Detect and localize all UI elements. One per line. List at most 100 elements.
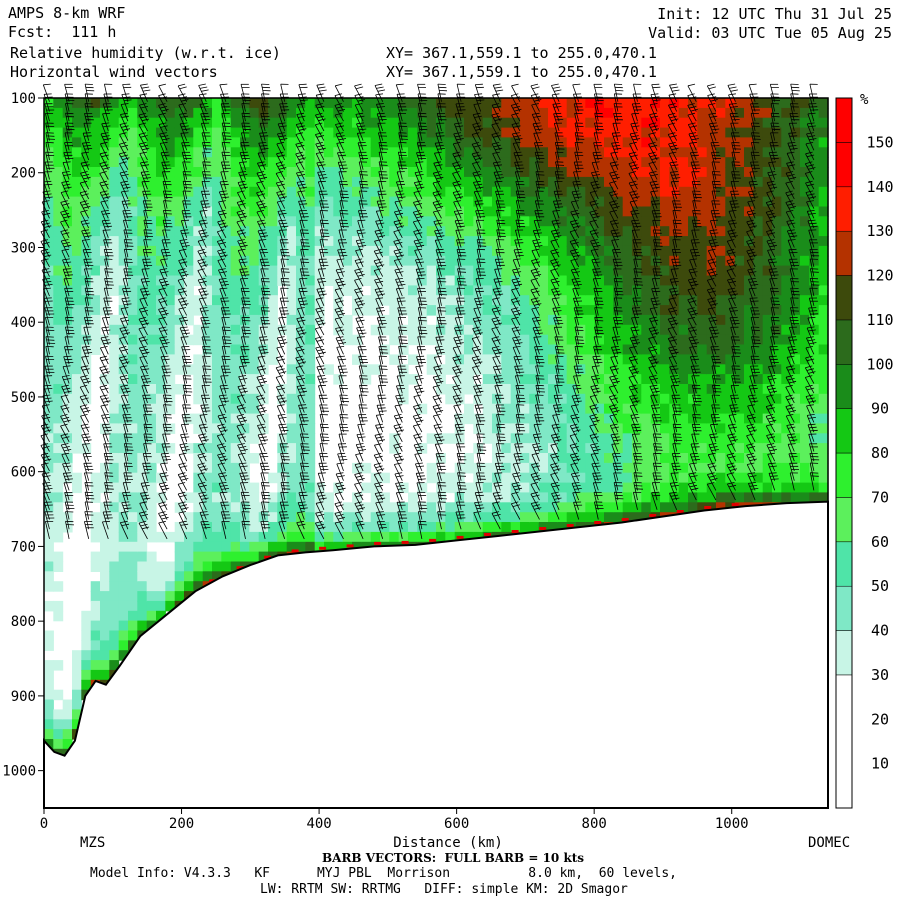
rh-cell	[678, 334, 689, 346]
rh-cell	[716, 384, 726, 395]
rh-cell	[464, 117, 474, 129]
rh-cell	[557, 502, 568, 513]
rh-cell	[482, 393, 493, 405]
rh-cell	[800, 216, 810, 227]
rh-cell	[781, 216, 792, 227]
wind-barb	[62, 268, 73, 287]
rh-cell	[212, 472, 222, 484]
wind-barb	[103, 239, 113, 258]
barb-feather	[60, 404, 68, 407]
barb-feather	[120, 180, 128, 183]
rh-cell	[408, 374, 418, 385]
rh-cell	[678, 443, 689, 454]
rh-cell	[781, 384, 792, 395]
rh-cell	[622, 374, 633, 385]
barb-shaft	[44, 307, 50, 326]
wind-barb	[45, 142, 54, 161]
rh-cell	[762, 255, 773, 267]
barb-feather	[141, 164, 150, 167]
rh-cell	[128, 403, 138, 415]
barb-shaft	[140, 289, 148, 306]
rh-cell	[137, 620, 148, 632]
rh-cell	[221, 314, 232, 326]
rh-cell	[622, 482, 633, 494]
rh-cell	[818, 206, 829, 217]
rh-cell	[697, 206, 708, 217]
rh-cell	[660, 196, 670, 208]
rh-cell	[109, 423, 120, 434]
rh-cell	[408, 137, 418, 148]
wind-barb	[100, 141, 109, 161]
rh-cell	[669, 98, 680, 109]
rh-cell	[249, 492, 260, 503]
barb-feather	[100, 132, 109, 135]
rh-cell	[165, 186, 176, 198]
rh-cell	[445, 344, 456, 355]
rh-cell	[790, 275, 801, 286]
rh-cell	[566, 157, 577, 168]
rh-cell	[156, 147, 166, 158]
rh-cell	[296, 462, 306, 474]
rh-cell	[594, 374, 605, 385]
barb-shaft	[123, 472, 129, 491]
rh-cell	[501, 482, 512, 494]
rh-cell	[641, 443, 652, 454]
rh-cell	[772, 265, 782, 277]
rh-cell	[613, 413, 624, 425]
rh-cell	[604, 443, 614, 454]
rh-cell	[221, 433, 232, 444]
rh-cell	[501, 236, 512, 247]
rh-cell	[604, 413, 614, 425]
rh-cell	[90, 620, 101, 632]
rh-cell	[137, 206, 148, 217]
rh-cell	[249, 314, 260, 326]
barb-shaft	[60, 192, 70, 209]
rh-cell	[492, 324, 502, 336]
rh-cell	[90, 295, 101, 306]
rh-cell	[81, 630, 92, 641]
barb-feather	[101, 358, 109, 362]
rh-cell	[81, 443, 92, 454]
wind-barb	[103, 287, 113, 306]
wind-barb	[99, 365, 110, 384]
wind-barb	[65, 316, 75, 335]
rh-cell	[510, 305, 521, 316]
rh-cell	[482, 176, 493, 188]
rh-cell	[744, 433, 754, 444]
rh-cell	[268, 285, 278, 296]
rh-cell	[324, 502, 334, 513]
barb-shaft	[60, 444, 70, 462]
rh-cell	[249, 196, 260, 208]
rh-cell	[641, 236, 652, 247]
rh-cell	[426, 334, 437, 346]
rh-cell	[165, 127, 176, 139]
rh-cell	[520, 334, 530, 346]
rh-cell	[146, 423, 157, 434]
rh-cell	[72, 472, 82, 484]
rh-cell	[464, 236, 474, 247]
rh-cell	[286, 275, 297, 286]
rh-cell	[314, 226, 325, 237]
rh-cell	[818, 147, 829, 158]
rh-cell	[72, 127, 82, 139]
rh-cell	[678, 403, 689, 415]
rh-cell	[62, 226, 73, 237]
barb-shaft	[102, 230, 109, 248]
rh-cell	[240, 167, 250, 178]
rh-cell	[501, 522, 512, 533]
rh-cell	[324, 265, 334, 277]
rh-cell	[716, 364, 726, 375]
rh-cell	[594, 167, 605, 178]
rh-cell	[725, 403, 736, 415]
rh-cell	[137, 453, 148, 464]
rh-cell	[128, 413, 138, 425]
rh-cell	[202, 443, 213, 454]
rh-cell	[809, 196, 820, 208]
rh-cell	[548, 384, 558, 395]
rh-cell	[146, 236, 157, 247]
rh-cell	[650, 137, 661, 148]
rh-cell	[417, 502, 428, 513]
wind-barb	[84, 501, 93, 520]
barb-shaft	[84, 511, 90, 530]
rh-cell	[734, 216, 745, 227]
